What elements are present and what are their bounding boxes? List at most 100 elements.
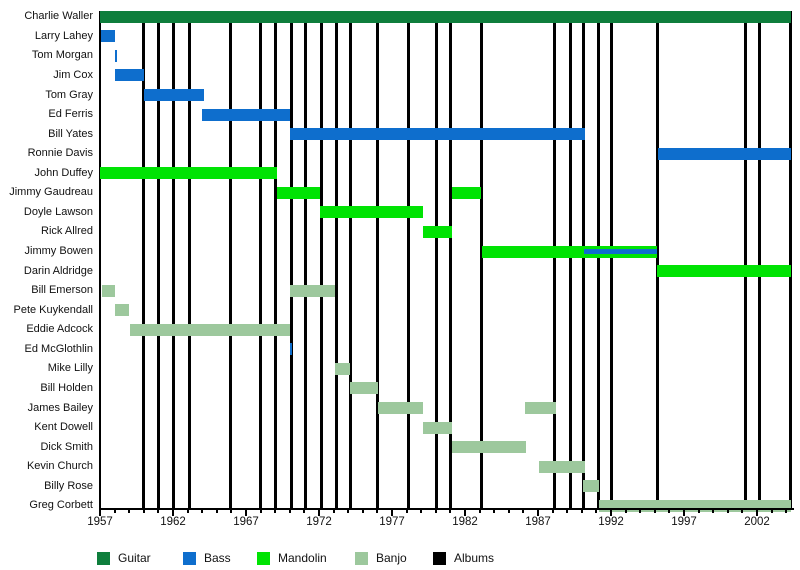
legend-swatch-mandolin [257,552,270,565]
album-release-line [274,10,278,508]
album-release-line [142,10,146,508]
tenure-bar-banjo [114,304,130,317]
tenure-bar-mandolin [100,167,277,180]
member-label: Pete Kuykendall [13,303,94,316]
album-release-line [435,10,439,508]
tenure-bar-bass [289,343,293,356]
album-release-line [172,10,176,508]
member-label: Tom Morgan [31,49,93,62]
x-axis-minor-tick [128,509,131,513]
tenure-bar-mandolin [656,265,792,278]
tenure-bar-bass [657,147,791,160]
tenure-bar-banjo [129,323,290,336]
tenure-bar-banjo [451,441,527,454]
member-label: Eddie Adcock [26,323,93,336]
tenure-bar-mandolin [422,225,452,238]
album-release-line [480,10,484,508]
legend-label: Bass [204,551,231,565]
tenure-bar-banjo [289,284,336,297]
x-axis-tick-label: 1992 [598,516,624,528]
member-label: Billy Rose [44,479,93,492]
x-axis-minor-tick [726,509,729,513]
x-axis-tick-label: 1957 [87,516,113,528]
tenure-bar-bass [114,49,117,62]
album-release-line [406,10,410,508]
x-axis-line [98,508,794,510]
x-axis-major-tick [464,509,466,516]
member-label: Bill Holden [40,381,93,394]
x-axis-major-tick [99,509,101,516]
member-label: Ronnie Davis [27,147,93,160]
x-axis-major-tick [318,509,320,516]
x-axis-minor-tick [259,509,262,513]
x-axis-tick-label: 1977 [379,516,405,528]
x-axis-minor-tick [668,509,671,513]
member-label: Larry Lahey [34,29,93,42]
member-label: Kent Dowell [34,421,93,434]
album-release-line [610,10,614,508]
album-release-line [597,10,601,508]
x-axis-minor-tick [113,509,116,513]
member-label: Darin Aldridge [23,264,93,277]
album-release-line [568,10,572,508]
member-label: Rick Allred [41,225,93,238]
x-axis-minor-tick [434,509,437,513]
tenure-bar-banjo [539,460,585,473]
member-label: Dick Smith [40,440,93,453]
x-axis-minor-tick [274,509,277,513]
tenure-bar-bass [114,69,144,82]
x-axis-minor-tick [785,509,788,513]
x-axis-minor-tick [142,509,145,513]
member-label: Tom Gray [45,88,93,101]
album-release-line [229,10,233,508]
x-axis-major-tick [683,509,685,516]
x-axis-minor-tick [288,509,291,513]
x-axis-major-tick [537,509,539,516]
x-axis-minor-tick [376,509,379,513]
x-axis-tick-label: 1997 [671,516,697,528]
tenure-bar-bass [289,128,585,141]
x-axis-minor-tick [712,509,715,513]
legend-label: Mandolin [278,551,327,565]
x-axis-minor-tick [770,509,773,513]
x-axis-minor-tick [653,509,656,513]
tenure-bar-banjo [524,402,556,414]
tenure-bar-mandolin [451,186,482,199]
album-release-line [304,10,308,508]
x-axis-minor-tick [332,509,335,513]
album-release-line [375,10,379,508]
album-release-line [156,10,160,508]
tenure-bar-banjo [102,284,115,297]
plot-left-border [98,10,101,508]
tenure-bar-guitar [100,10,792,23]
x-axis-tick-label: 1962 [160,516,186,528]
album-release-line [758,10,762,508]
member-label: Jimmy Gaudreau [9,186,93,199]
x-axis-minor-tick [741,509,744,513]
member-label: Jim Cox [53,68,93,81]
x-axis-minor-tick [157,509,160,513]
x-axis-minor-tick [215,509,218,513]
x-axis-major-tick [610,509,612,516]
legend-swatch-albums [433,552,446,565]
x-axis-minor-tick [624,509,627,513]
tenure-bar-mandolin [481,245,657,258]
x-axis-minor-tick [551,509,554,513]
x-axis-major-tick [756,509,758,516]
x-axis-minor-tick [595,509,598,513]
member-label: Mike Lilly [47,362,93,375]
member-label: Ed Ferris [48,108,93,121]
x-axis-minor-tick [507,509,510,513]
album-release-line [259,10,263,508]
x-axis-minor-tick [230,509,233,513]
member-label: Greg Corbett [29,499,93,512]
tenure-bar-banjo [422,421,452,434]
tenure-bar-banjo [583,480,600,493]
legend-label: Albums [454,551,495,565]
legend-swatch-bass [183,552,196,565]
x-axis-minor-tick [697,509,700,513]
album-release-line [553,10,557,508]
album-release-line [187,10,191,508]
album-release-line [448,10,452,508]
album-release-line [582,10,586,508]
